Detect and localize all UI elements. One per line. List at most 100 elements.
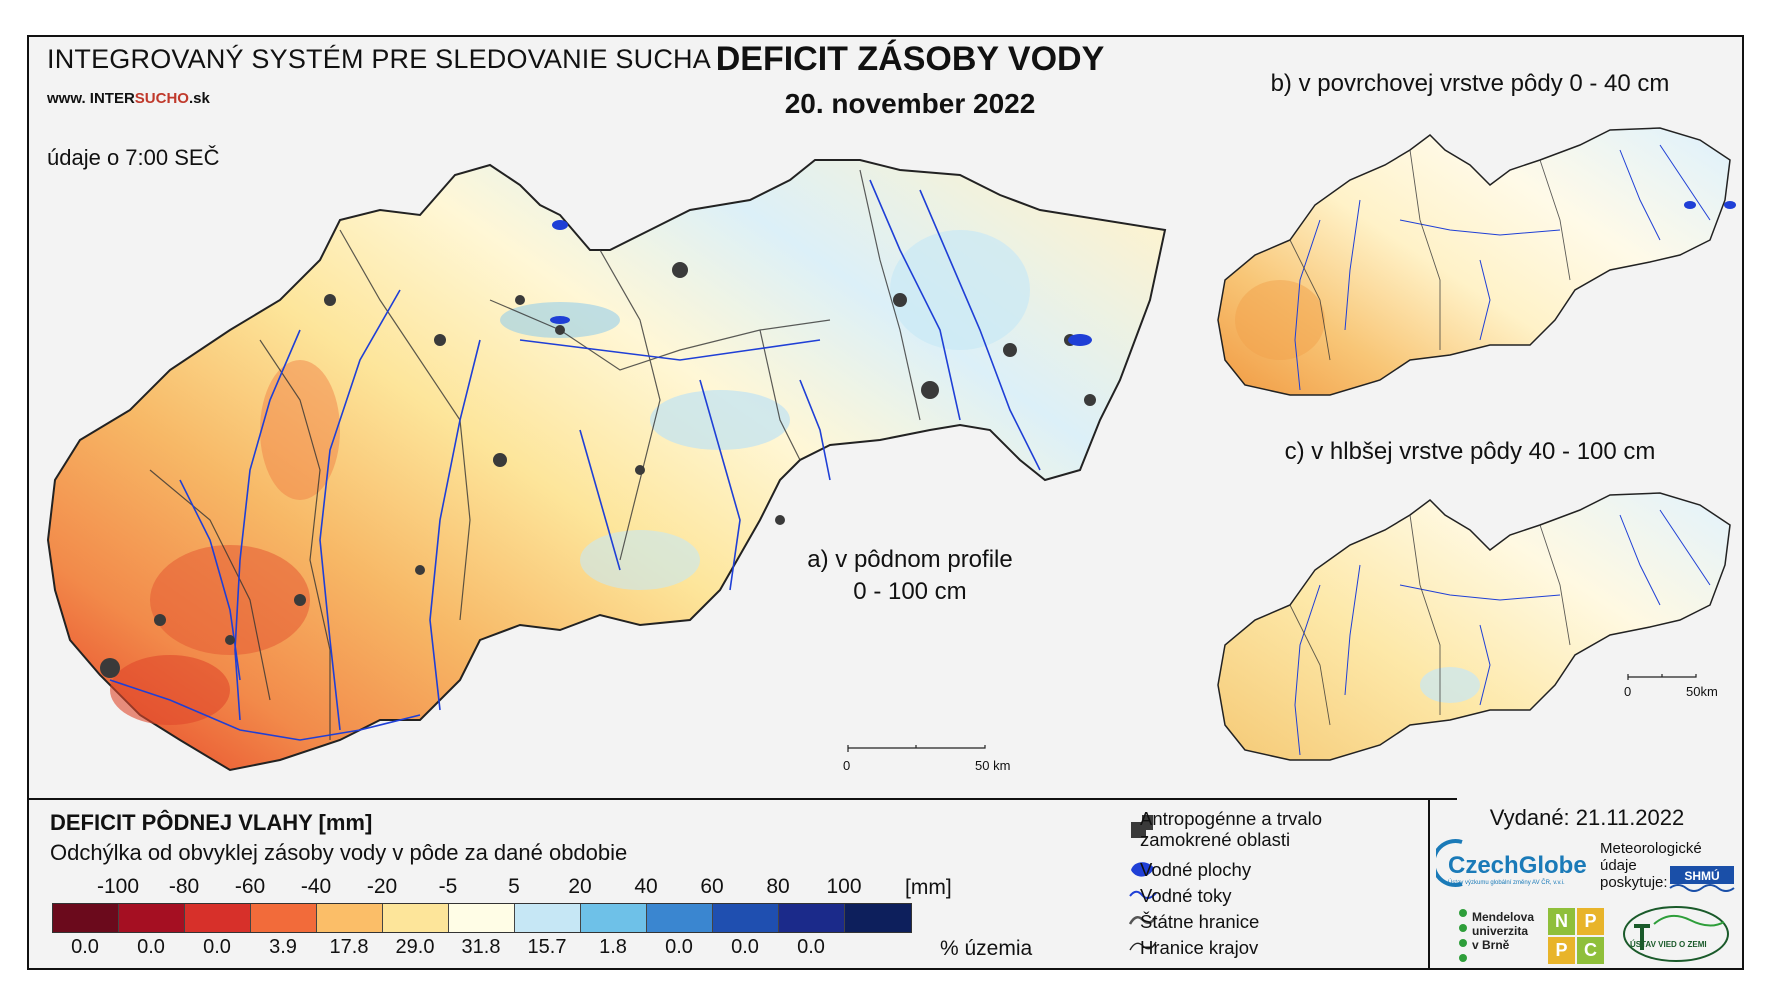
legend-percent-value: 1.8 — [599, 936, 627, 958]
legend-urban-line2: zamokrené oblasti — [1140, 829, 1291, 850]
legend-water-bodies: Vodné plochy — [1140, 859, 1252, 880]
legend-color-swatch — [713, 904, 779, 932]
legend-color-swatch — [449, 904, 515, 932]
map-c — [1217, 492, 1731, 761]
legend-color-swatch — [53, 904, 119, 932]
legend-color-swatch — [515, 904, 581, 932]
legend-color-swatch — [251, 904, 317, 932]
legend-percent-unit: % územia — [940, 937, 1033, 960]
mendel-line2: univerzita — [1472, 924, 1529, 938]
tick-label: -20 — [366, 875, 398, 898]
legend-unit: [mm] — [905, 876, 952, 899]
legend-percent-value: 31.8 — [461, 936, 501, 958]
urban-area-icon — [1131, 815, 1153, 838]
legend-color-swatch — [383, 904, 449, 932]
czechglobe-subtitle: Ústav výzkumu globální změny AV ČR, v.v.… — [1448, 880, 1565, 886]
legend-color-swatch — [779, 904, 845, 932]
tick-label: 100 — [826, 875, 862, 898]
legend-percent-value: 15.7 — [527, 936, 567, 958]
scale-bar-small — [1627, 674, 1697, 680]
legend-percent-value: 0.0 — [71, 936, 99, 958]
mendel-line3: v Brně — [1472, 938, 1510, 952]
legend-tick-labels: -100 -80 -60 -40 -20 -5 5 20 40 60 80 10… — [50, 875, 950, 903]
tick-label: 60 — [700, 875, 724, 898]
main-title: DEFICIT ZÁSOBY VODY — [715, 40, 1105, 78]
slovakia-outline-c — [1217, 492, 1731, 761]
legend-color-swatch — [845, 904, 911, 932]
met-line3: poskytuje: — [1600, 874, 1668, 891]
tick-label: -60 — [234, 875, 266, 898]
met-line2: údaje — [1600, 857, 1637, 874]
legend-title: DEFICIT PÔDNEJ VLAHY [mm] — [50, 810, 373, 835]
tick-label: 40 — [634, 875, 658, 898]
scale-small-start: 0 — [1624, 684, 1632, 699]
legend-percent-value: 0.0 — [137, 936, 165, 958]
legend-subtitle: Odchýlka od obvyklej zásoby vody v pôde … — [50, 840, 628, 865]
legend-state-border: Štátne hranice — [1140, 911, 1260, 932]
tick-label: 5 — [508, 875, 520, 898]
met-line1: Meteorologické — [1600, 840, 1702, 857]
url-prefix: www. — [47, 90, 86, 107]
legend-percent-value: 29.0 — [395, 936, 435, 958]
legend-color-bar — [52, 903, 912, 933]
legend-color-swatch — [119, 904, 185, 932]
legend-urban-line1: Antropogénne a trvalo — [1140, 808, 1323, 829]
tick-label: 80 — [766, 875, 790, 898]
main-date: 20. november 2022 — [784, 88, 1036, 119]
legend-color-swatch — [317, 904, 383, 932]
nppc-letter: N — [1548, 908, 1575, 935]
url-red: SUCHO — [134, 90, 189, 107]
scale-main-end: 50 km — [975, 758, 1011, 773]
issued-date: Vydané: 21.11.2022 — [1489, 805, 1685, 830]
nppc-logo: N P P C — [1548, 908, 1604, 964]
czechglobe-logo-icon — [1436, 839, 1463, 887]
map-a-label-line1: a) v pôdnom profile — [807, 546, 1013, 573]
uvz-logo — [1623, 906, 1729, 962]
legend-color-swatch — [581, 904, 647, 932]
legend-region-border: Hranice krajov — [1140, 937, 1259, 958]
legend-percent-value: 0.0 — [731, 936, 759, 958]
scale-main-start: 0 — [843, 758, 851, 773]
legend-color-swatch — [647, 904, 713, 932]
mendel-logo-dots — [1459, 909, 1467, 962]
tick-label: -40 — [300, 875, 332, 898]
observation-time: údaje o 7:00 SEČ — [47, 145, 220, 170]
mendel-line1: Mendelova — [1472, 910, 1535, 924]
website-link[interactable]: www. INTERSUCHO.sk — [47, 90, 210, 107]
url-mid: INTER — [89, 90, 135, 107]
nppc-letter: C — [1577, 937, 1604, 964]
map-b — [1217, 127, 1736, 396]
legend-streams: Vodné toky — [1140, 885, 1232, 906]
legend-percent-value: 3.9 — [269, 936, 297, 958]
tick-label: 20 — [568, 875, 592, 898]
region-border-icon — [1129, 941, 1157, 951]
stream-icon — [1129, 890, 1157, 899]
water-body-icon — [1131, 862, 1154, 877]
map-a — [46, 159, 1167, 772]
tick-label: -100 — [96, 875, 140, 898]
nppc-letter: P — [1577, 908, 1604, 935]
legend-percent-value: 17.8 — [329, 936, 369, 958]
tick-label: -5 — [438, 875, 458, 898]
map-b-label: b) v povrchovej vrstve pôdy 0 - 40 cm — [1270, 70, 1670, 97]
map-a-label-line2: 0 - 100 cm — [853, 578, 967, 605]
legend-vertical-separator — [1428, 798, 1430, 970]
map-c-label: c) v hlbšej vrstve pôdy 40 - 100 cm — [1284, 438, 1656, 465]
tick-label: -80 — [168, 875, 200, 898]
state-border-icon — [1128, 915, 1158, 925]
system-title: INTEGROVANÝ SYSTÉM PRE SLEDOVANIE SUCHA — [47, 44, 711, 74]
legend-color-swatch — [185, 904, 251, 932]
legend-percent-value: 0.0 — [665, 936, 693, 958]
uvz-logo-text: ÚSTAV VIED O ZEMI — [1630, 940, 1707, 949]
shmu-logo: SHMÚ — [1669, 866, 1735, 892]
legend-urban-label: Antropogénne a trvalo zamokrené oblasti — [1140, 808, 1322, 850]
slovakia-outline-b — [1217, 127, 1731, 396]
met-data-provider: Meteorologické údaje poskytuje: — [1600, 840, 1702, 891]
legend-percent-value: 0.0 — [797, 936, 825, 958]
legend-percent-value: 0.0 — [203, 936, 231, 958]
url-suffix: .sk — [188, 90, 210, 107]
mendel-university-logo: Mendelova univerzita v Brně — [1472, 910, 1534, 952]
scale-bar-main — [847, 745, 986, 752]
legend-separator — [27, 798, 1457, 800]
